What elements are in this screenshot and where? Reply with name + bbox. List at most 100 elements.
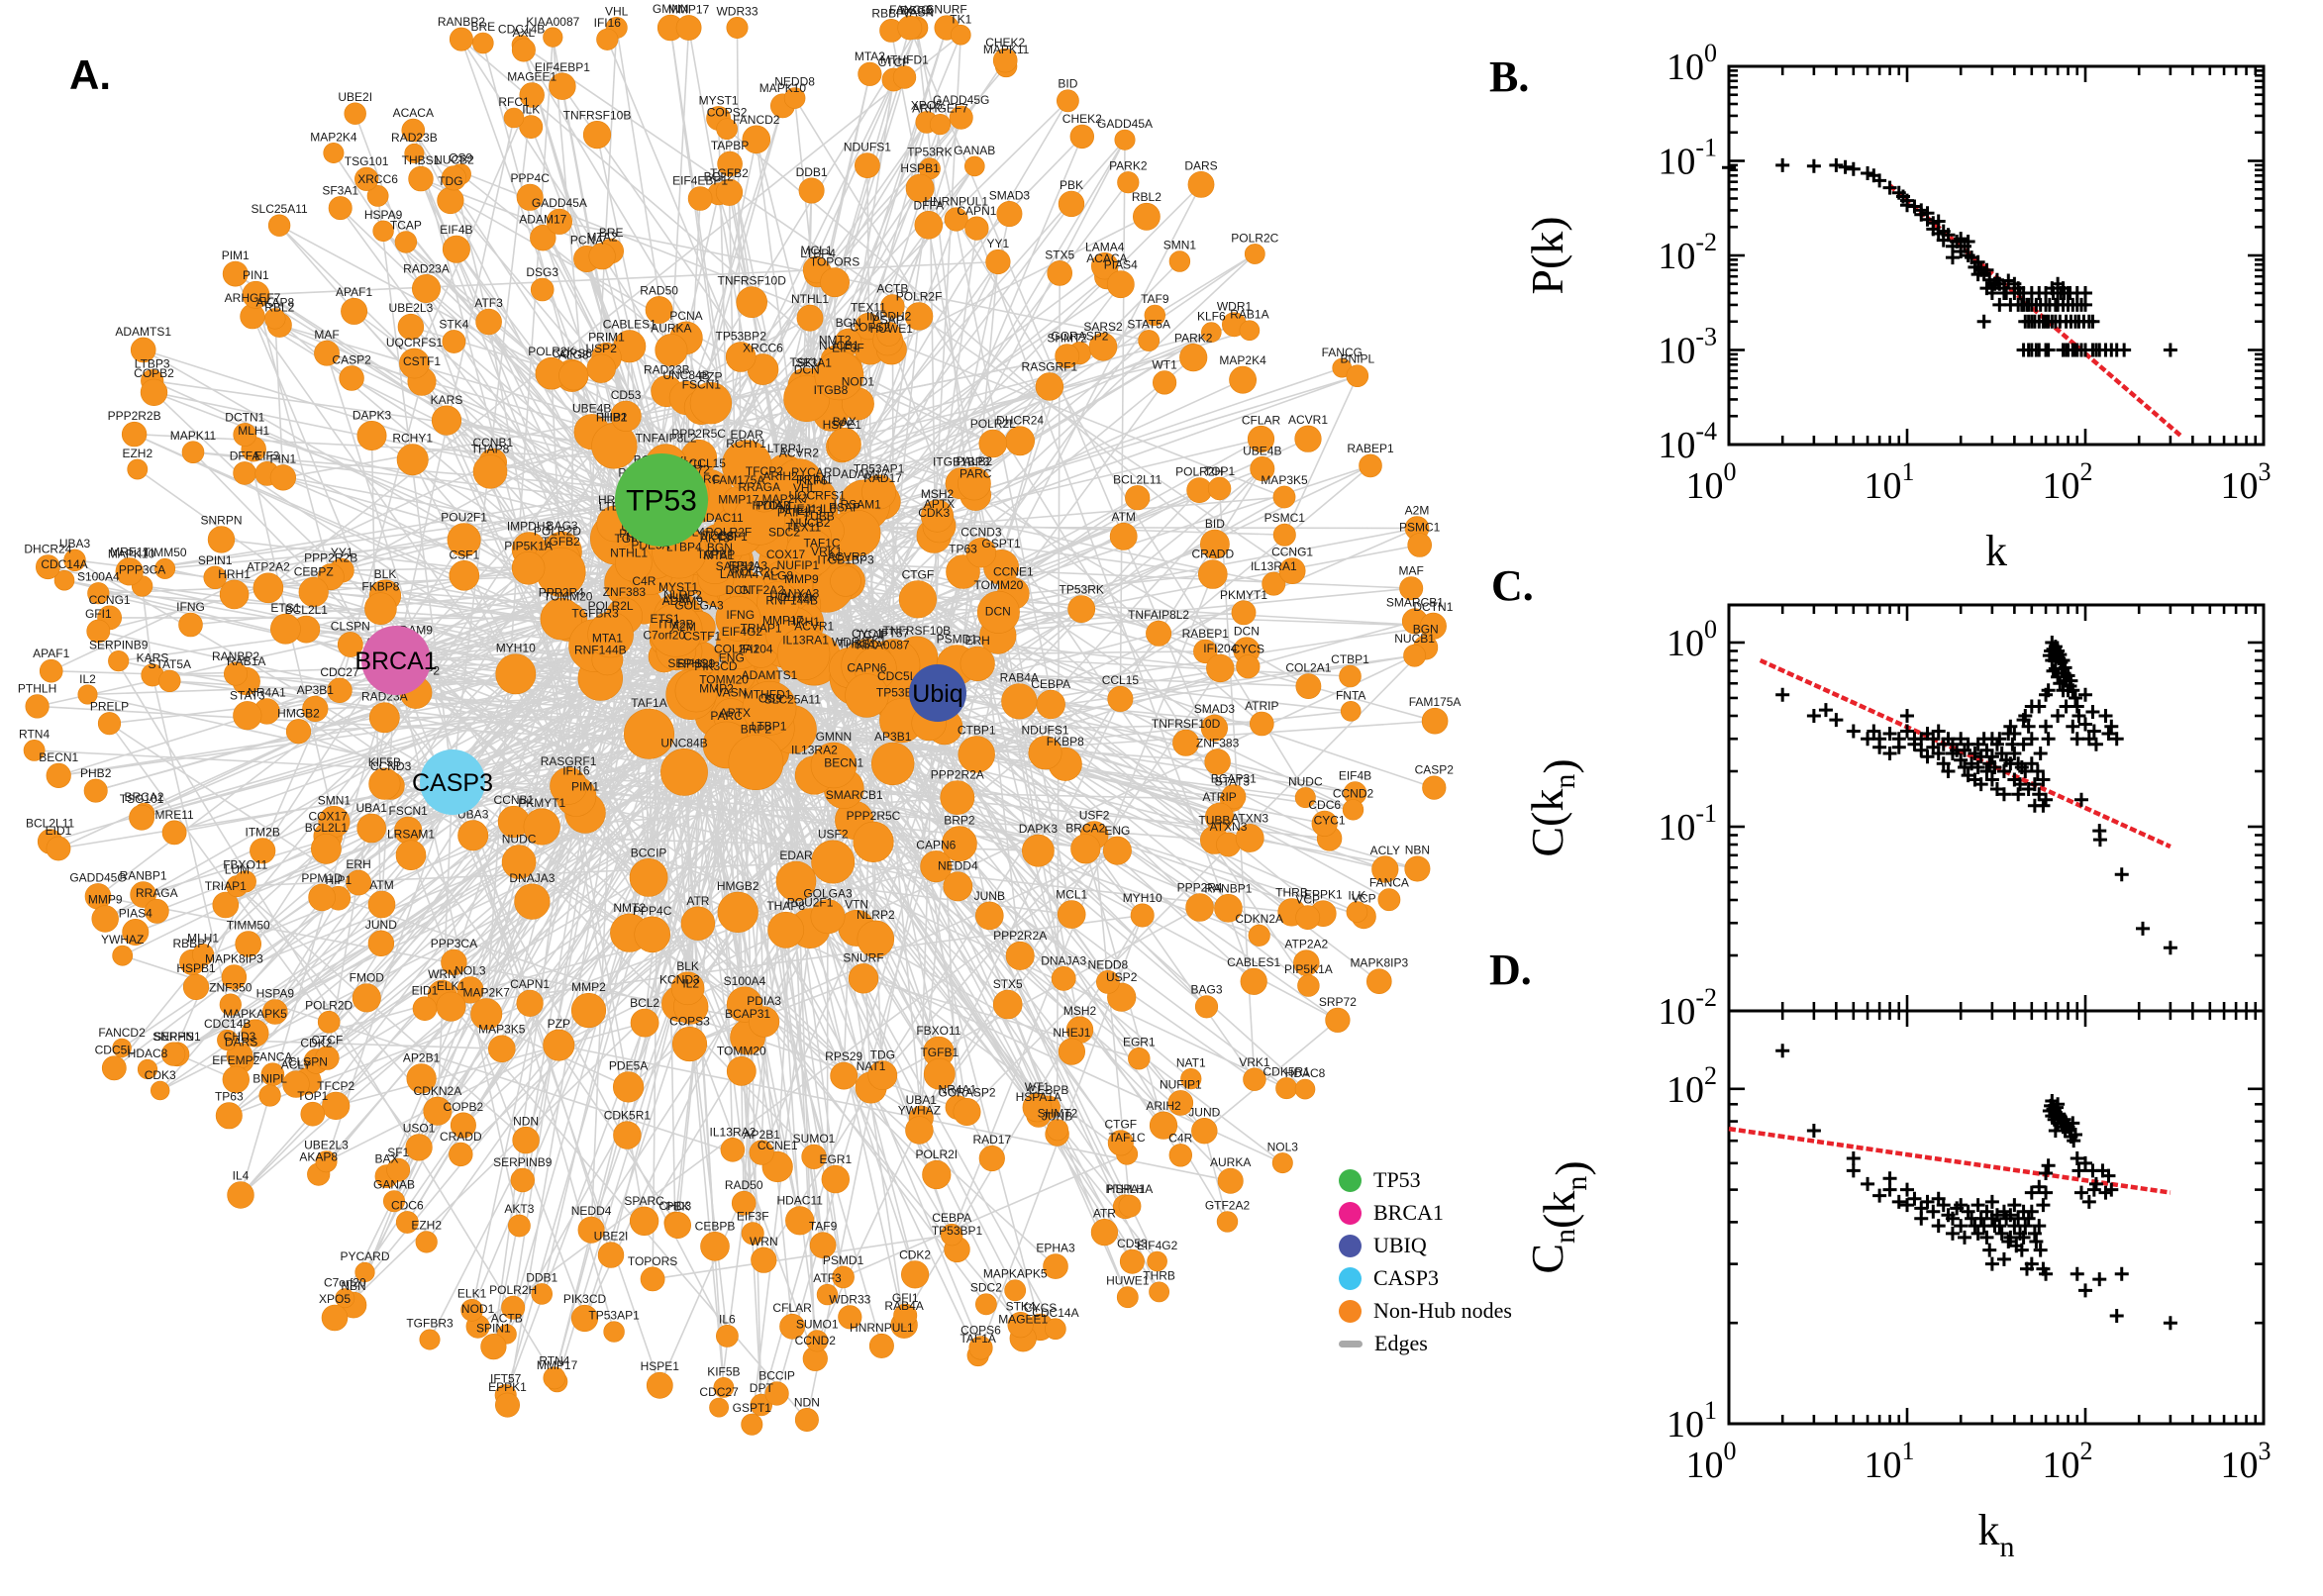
network-node[interactable] <box>783 87 806 109</box>
network-node[interactable] <box>250 838 276 864</box>
network-node[interactable] <box>1399 576 1424 601</box>
network-node[interactable] <box>985 249 1011 275</box>
network-node[interactable] <box>129 804 155 831</box>
network-node[interactable] <box>207 526 236 553</box>
network-node[interactable] <box>367 930 395 956</box>
network-node[interactable] <box>264 308 286 330</box>
network-node[interactable] <box>1236 654 1261 679</box>
network-node[interactable] <box>127 458 149 480</box>
network-node[interactable] <box>867 1060 898 1091</box>
network-node[interactable] <box>1057 900 1086 929</box>
network-node[interactable] <box>629 1206 659 1237</box>
network-node[interactable] <box>112 945 134 966</box>
network-node[interactable] <box>857 920 895 958</box>
network-node[interactable] <box>501 1295 526 1320</box>
network-node[interactable] <box>958 736 995 773</box>
network-node[interactable] <box>242 280 270 309</box>
network-node[interactable] <box>161 1042 186 1066</box>
network-node[interactable] <box>441 948 467 976</box>
network-node[interactable] <box>810 899 846 935</box>
network-node[interactable] <box>1096 970 1120 994</box>
network-node[interactable] <box>327 677 353 703</box>
network-node[interactable] <box>1206 653 1235 683</box>
network-node[interactable] <box>558 360 589 391</box>
network-node[interactable] <box>1271 1152 1293 1174</box>
network-node[interactable] <box>475 308 502 336</box>
network-node[interactable] <box>898 580 938 619</box>
network-node[interactable] <box>1346 901 1368 923</box>
network-node[interactable] <box>1028 736 1062 770</box>
network-node[interactable] <box>1217 1167 1244 1194</box>
network-node[interactable] <box>748 1006 780 1038</box>
network-node[interactable] <box>809 1232 837 1258</box>
network-node[interactable] <box>1022 1092 1053 1123</box>
network-node[interactable] <box>298 576 329 608</box>
network-node[interactable] <box>742 125 771 154</box>
network-node[interactable] <box>1294 787 1316 809</box>
network-node[interactable] <box>1339 664 1362 688</box>
network-node[interactable] <box>514 883 551 920</box>
network-node[interactable] <box>487 1035 516 1063</box>
network-node[interactable] <box>640 1266 665 1292</box>
network-node[interactable] <box>1147 1250 1167 1272</box>
network-node[interactable] <box>767 911 805 948</box>
network-node[interactable] <box>1229 365 1258 394</box>
network-node[interactable] <box>922 1159 952 1190</box>
network-node[interactable] <box>423 1096 453 1126</box>
network-node[interactable] <box>1149 1111 1178 1140</box>
network-node[interactable] <box>550 766 588 805</box>
network-node[interactable] <box>1278 557 1306 585</box>
network-node[interactable] <box>940 1223 963 1247</box>
network-node[interactable] <box>1204 748 1231 775</box>
network-node[interactable] <box>23 740 46 761</box>
network-node[interactable] <box>1419 612 1447 640</box>
network-node[interactable] <box>613 1121 642 1149</box>
network-node[interactable] <box>1272 523 1296 547</box>
network-node[interactable] <box>322 1091 351 1120</box>
network-node[interactable] <box>447 523 481 557</box>
network-node[interactable] <box>511 38 536 62</box>
network-node[interactable] <box>1297 974 1320 997</box>
network-node[interactable] <box>1047 1119 1069 1142</box>
network-node[interactable] <box>151 1080 170 1101</box>
network-node[interactable] <box>586 353 616 383</box>
network-node[interactable] <box>495 653 537 695</box>
network-node[interactable] <box>1130 903 1155 928</box>
network-node[interactable] <box>1294 425 1322 452</box>
network-node[interactable] <box>944 207 968 232</box>
network-node[interactable] <box>227 1181 254 1209</box>
network-node[interactable] <box>920 499 954 533</box>
network-node[interactable] <box>827 427 861 461</box>
network-node[interactable] <box>943 871 973 902</box>
network-node[interactable] <box>516 183 544 211</box>
network-node[interactable] <box>182 973 210 1001</box>
network-node[interactable] <box>1421 707 1449 735</box>
network-node[interactable] <box>1407 533 1432 557</box>
network-node[interactable] <box>314 340 340 366</box>
network-node[interactable] <box>974 901 1004 931</box>
network-node[interactable] <box>1102 836 1132 865</box>
network-node[interactable] <box>1070 834 1101 864</box>
network-node[interactable] <box>1250 711 1274 737</box>
network-node[interactable] <box>663 1212 691 1240</box>
network-node[interactable] <box>442 330 466 353</box>
network-node[interactable] <box>222 1065 251 1094</box>
network-node[interactable] <box>53 569 75 591</box>
network-node[interactable] <box>892 65 917 89</box>
network-node[interactable] <box>978 1145 1005 1172</box>
network-node[interactable] <box>1058 1038 1085 1065</box>
network-node[interactable] <box>570 992 607 1029</box>
network-node[interactable] <box>449 1142 473 1167</box>
network-node[interactable] <box>749 1140 774 1165</box>
network-node[interactable] <box>531 1283 554 1305</box>
network-node[interactable] <box>519 115 544 140</box>
network-node[interactable] <box>412 996 438 1022</box>
network-node[interactable] <box>1058 190 1085 218</box>
network-node[interactable] <box>221 964 248 990</box>
network-node[interactable] <box>406 1063 437 1094</box>
network-node[interactable] <box>46 836 71 861</box>
network-node[interactable] <box>1311 810 1338 837</box>
network-node[interactable] <box>449 27 473 51</box>
network-node[interactable] <box>516 989 544 1017</box>
network-node[interactable] <box>212 891 240 919</box>
